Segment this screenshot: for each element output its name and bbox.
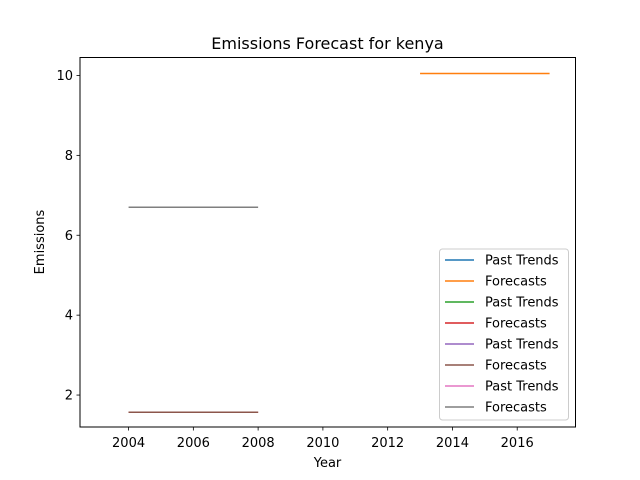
- x-axis-label: Year: [313, 456, 342, 471]
- legend-label: Forecasts: [485, 401, 547, 416]
- x-tick-label: 2006: [177, 436, 210, 451]
- x-tick-label: 2004: [112, 436, 145, 451]
- x-tick-label: 2016: [501, 436, 534, 451]
- legend-label: Forecasts: [485, 275, 547, 290]
- y-tick-label: 10: [56, 69, 73, 84]
- legend: Past Trends Forecasts Past Trends Forecasts…: [439, 248, 569, 421]
- y-axis: 2 4 6 8 10: [56, 69, 80, 404]
- y-tick-label: 2: [65, 389, 73, 404]
- x-tick-label: 2014: [436, 436, 469, 451]
- legend-label: Past Trends: [485, 254, 559, 269]
- y-tick-label: 6: [65, 229, 73, 244]
- y-tick-label: 4: [65, 309, 73, 324]
- x-tick-label: 2008: [242, 436, 275, 451]
- y-axis-label: Emissions: [33, 209, 48, 274]
- chart-title: Emissions Forecast for kenya: [211, 34, 443, 53]
- plot-lines: [128, 72, 550, 413]
- legend-label: Forecasts: [485, 317, 547, 332]
- x-axis: 2004 2006 2008 2010 2012 2014 2016: [112, 427, 534, 451]
- x-tick-label: 2012: [371, 436, 404, 451]
- axes-frame: [79, 57, 576, 428]
- legend-label: Past Trends: [485, 380, 559, 395]
- legend-label: Past Trends: [485, 338, 559, 353]
- y-tick-label: 8: [65, 149, 73, 164]
- x-tick-label: 2010: [306, 436, 339, 451]
- legend-box: [439, 248, 569, 421]
- legend-label: Forecasts: [485, 359, 547, 374]
- legend-label: Past Trends: [485, 296, 559, 311]
